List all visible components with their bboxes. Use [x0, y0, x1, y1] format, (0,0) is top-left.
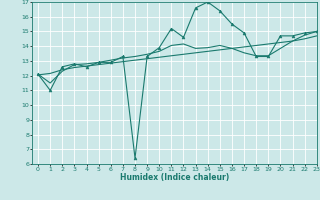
X-axis label: Humidex (Indice chaleur): Humidex (Indice chaleur) — [120, 173, 229, 182]
